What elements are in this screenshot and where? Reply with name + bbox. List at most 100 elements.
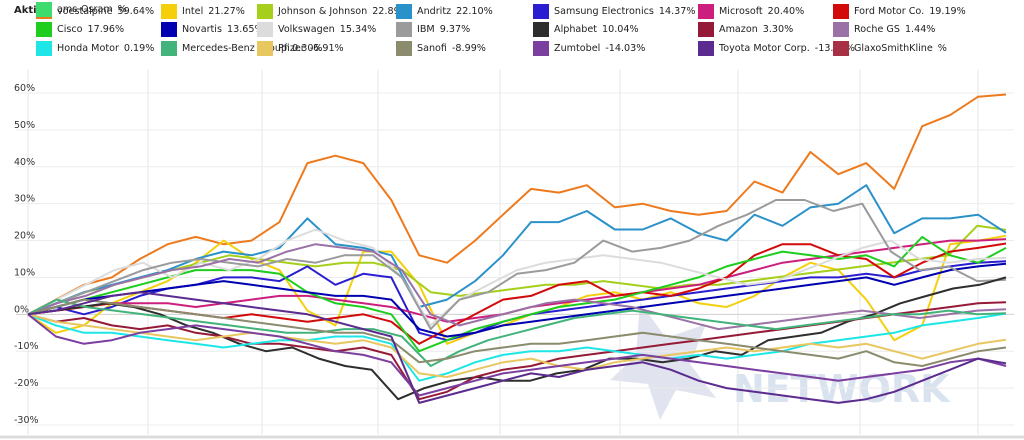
series-line[interactable] <box>27 243 1007 331</box>
legend-swatch <box>36 21 52 37</box>
legend-label: Zumtobel <box>554 42 601 54</box>
legend-item[interactable]: Zumtobel -14.03% <box>533 39 645 57</box>
legend: Aktie voestalpine 59.64% Intel 21.27% Johnso… <box>0 0 1024 62</box>
series-line[interactable] <box>27 313 1007 397</box>
legend-value: 20.40% <box>767 5 805 17</box>
legend-label: Sanofi <box>417 42 447 54</box>
legend-item[interactable]: Novartis 13.65% <box>161 20 264 38</box>
legend-swatch <box>833 21 849 37</box>
legend-swatch <box>36 40 52 56</box>
legend-label: ams-Osram <box>57 3 113 15</box>
legend-label: Intel <box>182 5 204 17</box>
legend-value: 14.37% <box>658 5 696 17</box>
legend-value: 59.64% <box>117 5 155 17</box>
series-lines <box>27 93 1007 404</box>
legend-swatch <box>36 1 52 17</box>
legend-item[interactable]: Intel 21.27% <box>161 2 245 20</box>
legend-value: 15.34% <box>339 23 377 35</box>
legend-swatch <box>396 3 412 19</box>
legend-value: 9.37% <box>439 23 471 35</box>
legend-label: Johnson & Johnson <box>278 5 368 17</box>
legend-label: Honda Motor <box>57 42 119 54</box>
legend-item[interactable]: Ford Motor Co. 19.19% <box>833 2 966 20</box>
series-line[interactable] <box>27 235 1007 353</box>
legend-item[interactable]: Samsung Electronics 14.37% <box>533 2 696 20</box>
series-line[interactable] <box>27 298 1007 367</box>
series-line[interactable] <box>27 262 1007 338</box>
legend-value: -14.03% <box>605 42 646 54</box>
watermark: NETWORK <box>610 302 951 420</box>
legend-title: Aktie <box>14 5 44 16</box>
legend-value: 1.44% <box>904 23 936 35</box>
series-line[interactable] <box>27 312 1007 382</box>
legend-value: -6.91% <box>309 42 344 54</box>
legend-value: % <box>117 3 127 15</box>
legend-item[interactable]: Amazon 3.30% <box>698 20 793 38</box>
line-chart: NETWORK -30% -20% -10% 0% 10% 20% 30% 40% 50% 60% <box>0 62 1024 440</box>
legend-item[interactable]: IBM 9.37% <box>396 20 470 38</box>
legend-swatch <box>833 40 849 56</box>
legend-label: Alphabet <box>554 23 598 35</box>
legend-item[interactable]: Honda Motor 0.19% <box>36 39 154 57</box>
legend-item[interactable]: Volkswagen 15.34% <box>257 20 376 38</box>
legend-item[interactable]: Alphabet 10.04% <box>533 20 639 38</box>
legend-swatch <box>161 3 177 19</box>
legend-label: Andritz <box>417 5 452 17</box>
y-tick-label: 20% <box>14 231 35 242</box>
legend-value: -8.99% <box>451 42 486 54</box>
legend-value: 22.10% <box>456 5 493 17</box>
series-line[interactable] <box>27 199 1007 331</box>
legend-swatch <box>396 40 412 56</box>
legend-item[interactable]: Sanofi -8.99% <box>396 39 486 57</box>
legend-label: Volkswagen <box>278 23 335 35</box>
legend-label: Ford Motor Co. <box>854 5 925 17</box>
legend-item[interactable]: Johnson & Johnson 22.89% <box>257 2 409 20</box>
legend-swatch <box>698 40 714 56</box>
y-tick-label: 10% <box>14 267 35 278</box>
watermark-star <box>610 302 716 420</box>
legend-item[interactable]: Microsoft 20.40% <box>698 2 804 20</box>
legend-item[interactable]: Roche GS 1.44% <box>833 20 935 38</box>
legend-item[interactable]: Andritz 22.10% <box>396 2 493 20</box>
legend-value: 3.30% <box>762 23 794 35</box>
series-line[interactable] <box>27 313 1007 378</box>
legend-label: Toyota Motor Corp. <box>719 42 810 54</box>
legend-swatch <box>257 40 273 56</box>
legend-swatch <box>161 40 177 56</box>
legend-item[interactable]: Toyota Motor Corp.-13.32% <box>698 39 855 57</box>
legend-value: 17.96% <box>87 23 125 35</box>
y-tick-label: -20% <box>14 378 39 389</box>
grid <box>0 70 1024 439</box>
legend-item[interactable]: Cisco 17.96% <box>36 20 124 38</box>
y-tick-label: 40% <box>14 157 35 168</box>
legend-swatch <box>698 3 714 19</box>
y-tick-label: 0% <box>14 304 29 315</box>
legend-swatch <box>533 40 549 56</box>
y-axis-ticks: -30% -20% -10% 0% 10% 20% 30% 40% 50% 60% <box>14 83 39 426</box>
legend-swatch <box>533 21 549 37</box>
legend-value: 13.65% <box>226 23 264 35</box>
legend-label: Pfizer <box>278 42 305 54</box>
legend-label: Microsoft <box>719 5 763 17</box>
legend-value: 22.89% <box>372 5 409 17</box>
legend-item[interactable]: ams-Osram% <box>36 0 127 18</box>
legend-swatch <box>698 21 714 37</box>
legend-item[interactable]: Pfizer -6.91% <box>257 39 344 57</box>
legend-label: Amazon <box>719 23 758 35</box>
y-tick-label: -30% <box>14 415 39 426</box>
legend-label: GlaxoSmithKline <box>854 42 933 54</box>
legend-swatch <box>833 3 849 19</box>
legend-item[interactable]: Mercedes-Benz Group 0.30% <box>161 39 323 57</box>
y-tick-label: 50% <box>14 120 35 131</box>
legend-swatch <box>161 21 177 37</box>
legend-label: Cisco <box>57 23 83 35</box>
watermark-text: NETWORK <box>733 367 951 411</box>
series-line[interactable] <box>27 93 1007 316</box>
series-line[interactable] <box>27 224 1007 316</box>
legend-value: 19.19% <box>929 5 966 17</box>
legend-item[interactable]: GlaxoSmithKline% <box>833 39 947 57</box>
series-line[interactable] <box>27 298 1007 367</box>
y-tick-label: 30% <box>14 194 35 205</box>
legend-label: Novartis <box>182 23 222 35</box>
series-line[interactable] <box>27 291 1007 404</box>
